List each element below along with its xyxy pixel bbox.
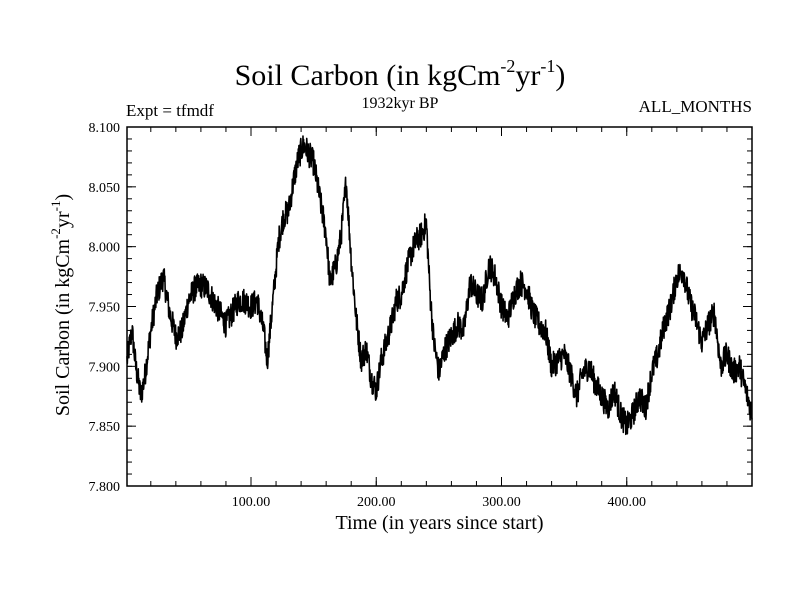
chart-subtitle: 1932kyr BP xyxy=(361,95,439,112)
y-tick-label: 7.850 xyxy=(89,420,121,435)
x-axis-label: Time (in years since start) xyxy=(335,512,544,534)
series-layer xyxy=(126,135,753,436)
plot-frame-layer: 7.800 7.850 7.900 7.950 8.000 8.050 8.100 100.0… xyxy=(89,121,753,510)
x-tick-label: 200.00 xyxy=(357,495,396,510)
y-tick-label: 8.000 xyxy=(89,241,121,256)
x-tick-label: 100.00 xyxy=(232,495,271,510)
experiment-label: Expt = tfmdf xyxy=(126,101,214,120)
y-axis-label: Soil Carbon (in kgCm-2yr-1) xyxy=(48,193,74,417)
x-tick-label: 400.00 xyxy=(607,495,646,510)
x-tick-label: 300.00 xyxy=(482,495,521,510)
series-line xyxy=(126,135,753,436)
y-tick-label: 7.900 xyxy=(89,360,121,375)
y-tick-label: 8.050 xyxy=(89,181,121,196)
y-tick-label: 7.800 xyxy=(89,480,121,495)
chart-title: Soil Carbon (in kgCm-2yr-1) xyxy=(234,56,566,92)
y-tick-label: 8.100 xyxy=(89,121,121,136)
months-label: ALL_MONTHS xyxy=(638,97,752,116)
y-tick-label: 7.950 xyxy=(89,301,121,316)
